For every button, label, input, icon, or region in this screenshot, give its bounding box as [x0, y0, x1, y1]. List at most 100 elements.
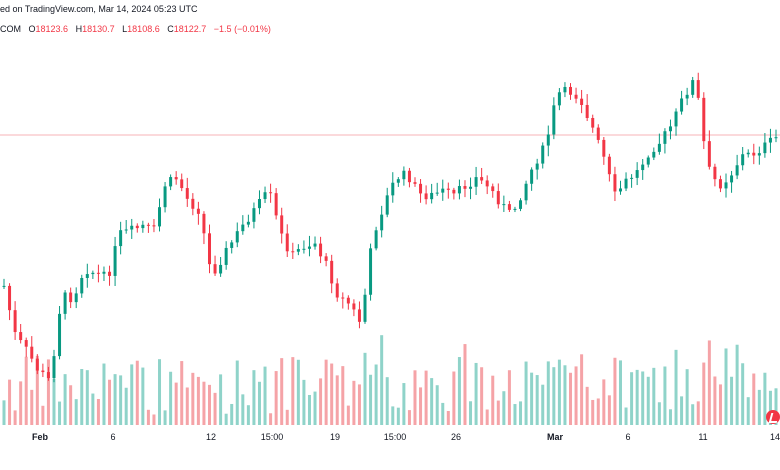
- candle-body: [641, 164, 645, 171]
- volume-bar: [641, 371, 645, 425]
- volume-bar: [213, 392, 217, 425]
- volume-bar: [424, 370, 428, 425]
- candle-body: [630, 177, 634, 179]
- candle-body: [552, 105, 556, 135]
- candle-body: [763, 142, 767, 154]
- candle-body: [618, 188, 622, 192]
- candle-body: [385, 195, 389, 215]
- volume-bar: [741, 363, 745, 425]
- volume-bar: [196, 376, 200, 425]
- candle-body: [774, 137, 778, 139]
- volume-bar: [552, 367, 556, 425]
- volume-bar: [91, 393, 95, 425]
- volume-bar: [285, 409, 289, 425]
- candle-body: [530, 169, 534, 184]
- volume-bar: [135, 360, 139, 425]
- candle-body: [341, 297, 345, 299]
- candle-body: [569, 86, 573, 95]
- high-value: 18130.7: [82, 24, 115, 34]
- volume-bar: [435, 385, 439, 425]
- x-tick-label: 6: [625, 432, 631, 442]
- volume-bar: [707, 340, 711, 425]
- candle-body: [663, 131, 667, 144]
- close-label: C: [167, 24, 174, 34]
- candle-body: [724, 182, 728, 189]
- volume-bar: [724, 348, 728, 425]
- volume-bar: [313, 391, 317, 425]
- candle-body: [2, 285, 6, 287]
- candle-body: [108, 271, 112, 276]
- candle-body: [307, 246, 311, 249]
- candle-body: [680, 98, 684, 112]
- volume-bar: [541, 384, 545, 425]
- candle-body: [585, 104, 589, 118]
- volume-bar: [124, 387, 128, 425]
- open-value: 18123.6: [35, 24, 69, 34]
- x-tick-label: 12: [205, 432, 217, 442]
- volume-bar: [74, 399, 78, 425]
- volume-bar: [46, 359, 50, 425]
- volume-bar: [752, 373, 756, 425]
- volume-bar: [485, 409, 489, 425]
- volume-bar: [19, 381, 23, 425]
- volume-bar: [302, 379, 306, 425]
- candle-body: [330, 260, 334, 284]
- candle-body: [430, 192, 434, 200]
- candle-body: [46, 372, 50, 379]
- close-value: 18122.7: [173, 24, 207, 34]
- x-tick-label: 11: [698, 432, 708, 442]
- volume-bar: [374, 364, 378, 425]
- volume-bar: [668, 409, 672, 425]
- ohlc-legend: COM O18123.6 H18130.7 L18108.6 C18122.7 …: [0, 24, 271, 34]
- published-caption: ed on TradingView.com, Mar 14, 2024 05:2…: [0, 4, 198, 14]
- volume-bar: [402, 383, 406, 425]
- candle-body: [313, 243, 317, 247]
- candle-body: [391, 182, 395, 196]
- volume-bar: [652, 367, 656, 425]
- candle-body: [757, 153, 761, 156]
- candle-body: [735, 165, 739, 176]
- volume-bar: [757, 389, 761, 425]
- candle-body: [668, 126, 672, 132]
- volume-bar: [52, 378, 56, 425]
- volume-bar: [630, 372, 634, 425]
- candle-body: [91, 272, 95, 275]
- candle-body: [491, 186, 495, 192]
- volume-bar: [591, 399, 595, 425]
- volume-bar: [274, 371, 278, 425]
- price-candles: [2, 72, 778, 383]
- volume-bar: [335, 375, 339, 425]
- candle-body: [541, 145, 545, 164]
- volume-bar: [574, 366, 578, 425]
- volume-bar: [163, 410, 167, 425]
- candle-body: [163, 186, 167, 208]
- volume-bar: [352, 380, 356, 425]
- candle-body: [557, 92, 561, 106]
- volume-bar: [169, 371, 173, 425]
- candle-body: [657, 143, 661, 152]
- volume-bar: [224, 413, 228, 425]
- x-tick-label: 26: [450, 432, 462, 442]
- x-tick-label: 19: [329, 432, 341, 442]
- candle-body: [424, 193, 428, 200]
- candle-body: [369, 248, 373, 295]
- candle-body: [185, 188, 189, 199]
- volume-bar: [96, 398, 100, 425]
- candle-body: [102, 271, 106, 274]
- volume-bar: [80, 369, 84, 425]
- candle-body: [85, 274, 89, 278]
- candle-body: [174, 177, 178, 180]
- volume-bar: [602, 379, 606, 425]
- candle-body: [130, 225, 134, 230]
- tradingview-logo-icon[interactable]: [766, 410, 780, 424]
- candle-body: [96, 272, 100, 274]
- candle-body: [580, 98, 584, 105]
- volume-bars: [2, 335, 778, 425]
- candle-body: [463, 186, 467, 189]
- volume-bar: [768, 390, 772, 425]
- low-value: 18108.6: [127, 24, 160, 34]
- candle-body: [768, 137, 772, 143]
- candle-body: [224, 247, 228, 265]
- candle-body: [352, 303, 356, 310]
